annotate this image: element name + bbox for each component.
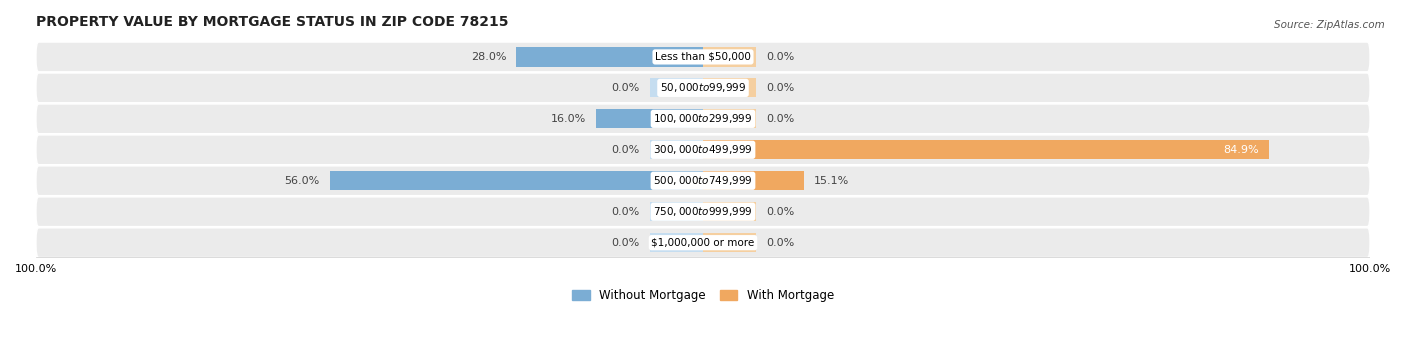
FancyBboxPatch shape (37, 228, 1369, 257)
Bar (650, 140, 703, 159)
FancyBboxPatch shape (37, 135, 1369, 165)
Text: 0.0%: 0.0% (766, 52, 794, 62)
Text: $750,000 to $999,999: $750,000 to $999,999 (654, 205, 752, 218)
Text: 0.0%: 0.0% (612, 83, 640, 93)
Bar (703, 233, 756, 252)
Bar (516, 47, 703, 67)
Bar (329, 171, 703, 190)
Text: 56.0%: 56.0% (284, 176, 319, 186)
FancyBboxPatch shape (37, 42, 1369, 72)
Text: $1,000,000 or more: $1,000,000 or more (651, 238, 755, 248)
Bar (650, 233, 703, 252)
Text: PROPERTY VALUE BY MORTGAGE STATUS IN ZIP CODE 78215: PROPERTY VALUE BY MORTGAGE STATUS IN ZIP… (37, 15, 509, 29)
Text: 0.0%: 0.0% (766, 114, 794, 124)
FancyBboxPatch shape (37, 166, 1369, 195)
Text: $300,000 to $499,999: $300,000 to $499,999 (654, 143, 752, 156)
Bar (650, 202, 703, 221)
Text: 0.0%: 0.0% (612, 145, 640, 155)
Text: 84.9%: 84.9% (1223, 145, 1260, 155)
Text: 0.0%: 0.0% (612, 207, 640, 217)
Text: $50,000 to $99,999: $50,000 to $99,999 (659, 81, 747, 95)
Text: Source: ZipAtlas.com: Source: ZipAtlas.com (1274, 20, 1385, 30)
Bar (703, 202, 756, 221)
Text: $100,000 to $299,999: $100,000 to $299,999 (654, 112, 752, 125)
Bar (703, 171, 804, 190)
FancyBboxPatch shape (37, 104, 1369, 134)
Bar (703, 109, 756, 129)
Legend: Without Mortgage, With Mortgage: Without Mortgage, With Mortgage (572, 289, 834, 302)
Bar (703, 78, 756, 98)
FancyBboxPatch shape (37, 197, 1369, 226)
Bar (596, 109, 703, 129)
Text: $500,000 to $749,999: $500,000 to $749,999 (654, 174, 752, 187)
Text: 0.0%: 0.0% (766, 83, 794, 93)
Text: 15.1%: 15.1% (814, 176, 849, 186)
FancyBboxPatch shape (37, 73, 1369, 103)
Text: 16.0%: 16.0% (551, 114, 586, 124)
Text: 0.0%: 0.0% (612, 238, 640, 248)
Text: 0.0%: 0.0% (766, 207, 794, 217)
Bar (650, 78, 703, 98)
Text: Less than $50,000: Less than $50,000 (655, 52, 751, 62)
Text: 28.0%: 28.0% (471, 52, 506, 62)
Bar (703, 140, 1270, 159)
Bar (703, 47, 756, 67)
Text: 0.0%: 0.0% (766, 238, 794, 248)
